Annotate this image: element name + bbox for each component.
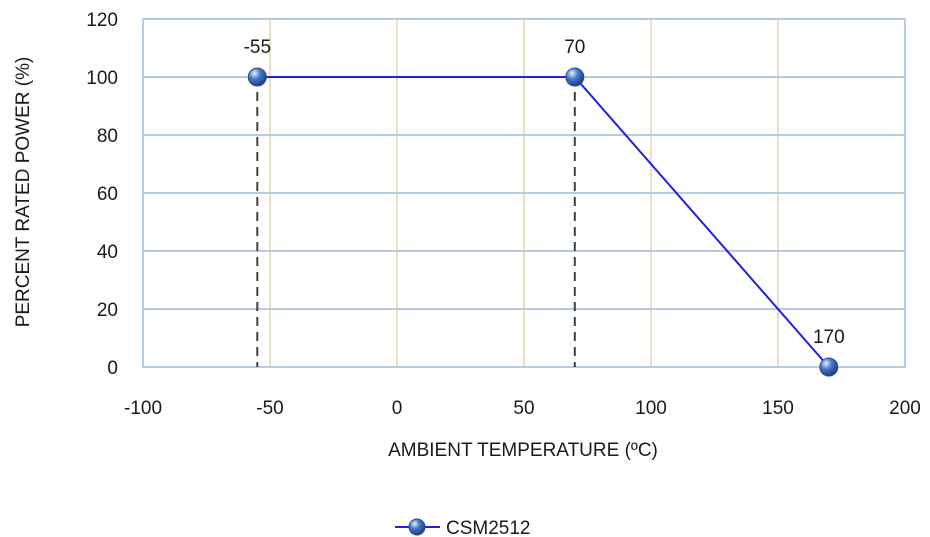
y-tick-label: 40	[97, 242, 118, 263]
x-tick-label: 100	[635, 398, 667, 419]
x-tick-label: -100	[124, 398, 162, 419]
x-tick-label: 200	[889, 398, 921, 419]
y-axis-ticks: 0 20 40 60 80 100 120	[86, 10, 118, 379]
legend-marker	[408, 518, 426, 536]
data-point	[247, 67, 267, 87]
data-label: -55	[244, 37, 271, 58]
x-tick-label: 50	[513, 398, 534, 419]
x-tick-label: 0	[392, 398, 403, 419]
data-label: 70	[564, 37, 585, 58]
data-point	[565, 67, 585, 87]
y-tick-label: 20	[97, 300, 118, 321]
x-axis-title: AMBIENT TEMPERATURE (ºC)	[388, 440, 658, 461]
x-tick-label: 150	[762, 398, 794, 419]
plot-area-border	[142, 18, 906, 368]
data-label: 170	[813, 327, 845, 348]
drop-lines	[256, 77, 576, 367]
y-tick-label: 120	[86, 10, 118, 31]
legend[interactable]: CSM2512	[395, 518, 531, 537]
x-axis-ticks: -100 -50 0 50 100 150 200	[124, 398, 921, 419]
y-axis-title: PERCENT RATED POWER (%)	[13, 57, 34, 328]
series-line	[257, 76, 830, 368]
y-tick-label: 60	[97, 184, 118, 205]
y-tick-label: 0	[107, 358, 118, 379]
data-point	[819, 357, 839, 377]
series-layer: -55 70 170	[244, 37, 845, 377]
x-tick-label: -50	[256, 398, 283, 419]
y-tick-label: 100	[86, 68, 118, 89]
plot-border	[142, 18, 906, 368]
y-tick-label: 80	[97, 126, 118, 147]
legend-label: CSM2512	[446, 518, 531, 537]
